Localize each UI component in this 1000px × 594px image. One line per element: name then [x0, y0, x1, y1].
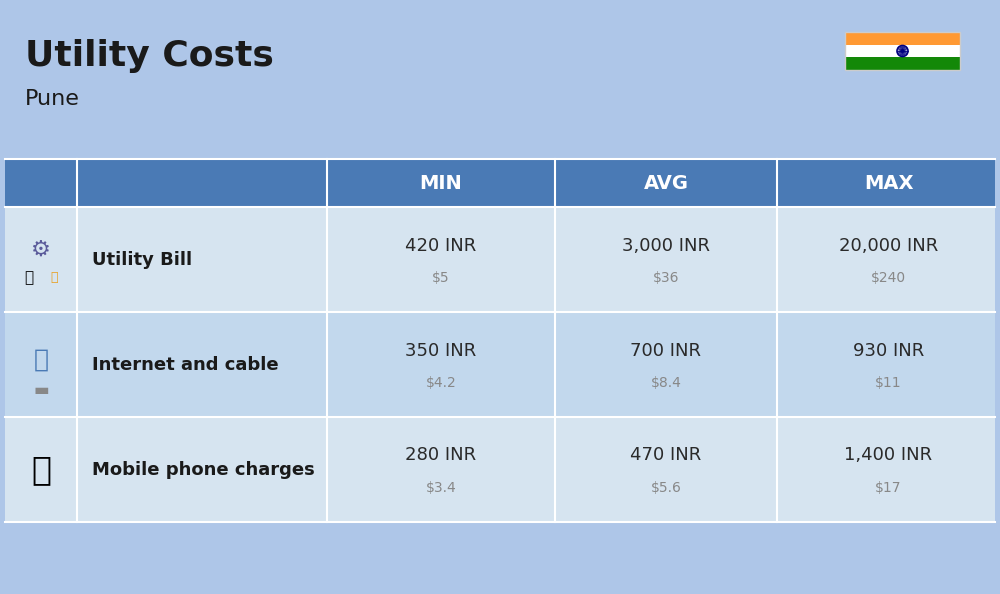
Text: Internet and cable: Internet and cable: [92, 355, 279, 374]
Text: $17: $17: [875, 481, 902, 494]
Text: ▬: ▬: [33, 381, 49, 399]
FancyBboxPatch shape: [845, 45, 960, 58]
FancyBboxPatch shape: [845, 58, 960, 70]
Text: $5: $5: [432, 270, 450, 285]
FancyBboxPatch shape: [77, 159, 327, 207]
Text: 470 INR: 470 INR: [630, 447, 702, 465]
Text: $36: $36: [653, 270, 679, 285]
Text: 420 INR: 420 INR: [405, 236, 477, 254]
Text: $11: $11: [875, 375, 902, 390]
FancyBboxPatch shape: [5, 417, 77, 522]
FancyBboxPatch shape: [845, 32, 960, 45]
Circle shape: [902, 50, 903, 52]
Text: $4.2: $4.2: [426, 375, 456, 390]
Text: Utility Costs: Utility Costs: [25, 39, 274, 73]
Text: 700 INR: 700 INR: [631, 342, 702, 359]
Text: $240: $240: [871, 270, 906, 285]
Text: MAX: MAX: [864, 173, 913, 192]
Text: 350 INR: 350 INR: [405, 342, 477, 359]
Text: $5.6: $5.6: [651, 481, 681, 494]
FancyBboxPatch shape: [5, 417, 995, 522]
Text: $3.4: $3.4: [426, 481, 456, 494]
FancyBboxPatch shape: [5, 207, 77, 312]
Text: MIN: MIN: [420, 173, 462, 192]
Text: Utility Bill: Utility Bill: [92, 251, 192, 268]
FancyBboxPatch shape: [5, 312, 77, 417]
Text: 📶: 📶: [34, 347, 48, 371]
FancyBboxPatch shape: [5, 159, 995, 207]
Text: 1,400 INR: 1,400 INR: [844, 447, 933, 465]
Text: 280 INR: 280 INR: [405, 447, 477, 465]
FancyBboxPatch shape: [5, 159, 77, 207]
Text: Mobile phone charges: Mobile phone charges: [92, 460, 315, 479]
Text: 20,000 INR: 20,000 INR: [839, 236, 938, 254]
Text: 930 INR: 930 INR: [853, 342, 924, 359]
Text: $8.4: $8.4: [651, 375, 681, 390]
FancyBboxPatch shape: [5, 312, 995, 417]
Text: 📱: 📱: [31, 453, 51, 486]
Text: AVG: AVG: [644, 173, 688, 192]
FancyBboxPatch shape: [5, 207, 995, 312]
Text: ⚙: ⚙: [31, 239, 51, 260]
Text: Pune: Pune: [25, 89, 80, 109]
Text: 3,000 INR: 3,000 INR: [622, 236, 710, 254]
Text: 🔌: 🔌: [24, 270, 34, 285]
Text: 📦: 📦: [50, 271, 58, 284]
